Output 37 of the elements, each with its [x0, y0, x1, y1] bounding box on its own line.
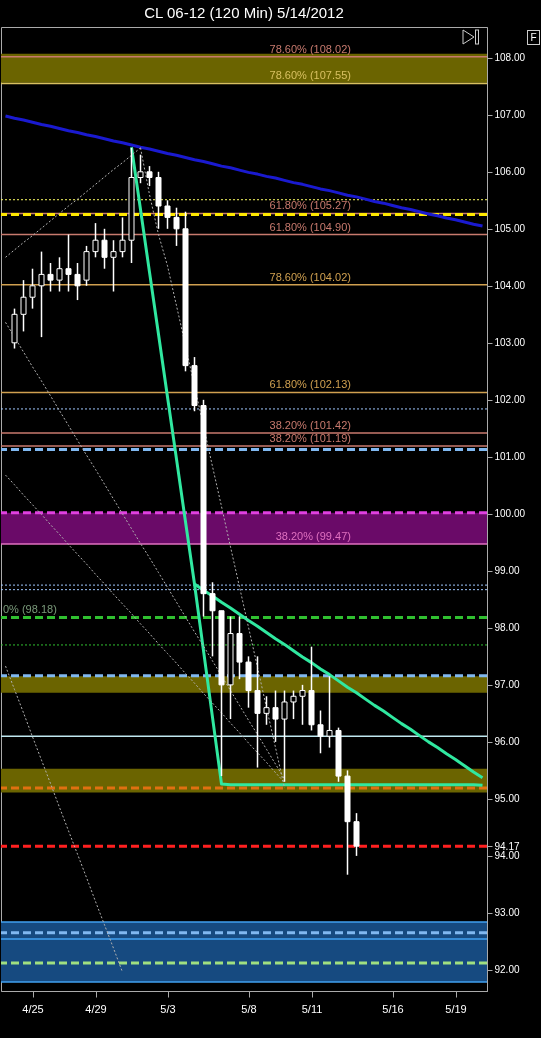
x-tick-label: 4/25 [22, 1002, 44, 1015]
y-tick-label: 92.00 [494, 964, 520, 976]
y-tick-label: 97.00 [494, 679, 520, 691]
y-tick-label: 100.00 [494, 508, 526, 520]
y-tick-label: 101.00 [494, 451, 526, 463]
ref-line-label: 61.80% (104.90) [269, 220, 351, 233]
y-tick-label: 103.00 [494, 337, 526, 349]
y-tick-label: 94.17 [494, 840, 520, 852]
x-tick-label: 4/29 [85, 1002, 107, 1015]
y-tick-label: 108.00 [494, 52, 526, 64]
y-tick-label: 93.00 [494, 907, 520, 919]
text: F [527, 30, 540, 45]
chart-title: CL 06-12 (120 Min) 5/14/2012 [144, 4, 344, 21]
y-tick-label: 104.00 [494, 280, 526, 292]
x-tick-label: 5/3 [160, 1002, 176, 1015]
x-tick-label: 5/8 [241, 1002, 257, 1015]
y-tick-label: 94.00 [494, 850, 520, 862]
y-tick-label: 105.00 [494, 223, 526, 235]
y-tick-label: 102.00 [494, 394, 526, 406]
y-tick-label: 107.00 [494, 109, 526, 121]
y-tick-label: 96.00 [494, 736, 520, 748]
ref-line-label: 38.20% (101.19) [269, 432, 351, 445]
ref-line-label: 38.20% (99.47) [275, 530, 351, 543]
x-tick-label: 5/11 [301, 1002, 323, 1015]
y-tick-label: 95.00 [494, 793, 520, 805]
ref-line-label: 38.20% (101.42) [269, 418, 351, 431]
ref-line-label: 78.60% (107.55) [269, 69, 351, 82]
ref-line-label: 78.60% (108.02) [269, 42, 351, 55]
y-tick-label: 106.00 [494, 166, 526, 178]
ref-line-label: 61.80% (105.27) [269, 199, 351, 212]
ref-line-label: 61.80% (102.13) [269, 378, 351, 391]
ref-line-label: 78.60% (104.02) [269, 270, 351, 283]
y-tick-label: 98.00 [494, 622, 520, 634]
y-tick-label: 99.00 [494, 565, 520, 577]
x-tick-label: 5/16 [382, 1002, 404, 1015]
x-tick-label: 5/19 [445, 1002, 467, 1015]
annotation: 0% (98.18) [3, 602, 57, 615]
